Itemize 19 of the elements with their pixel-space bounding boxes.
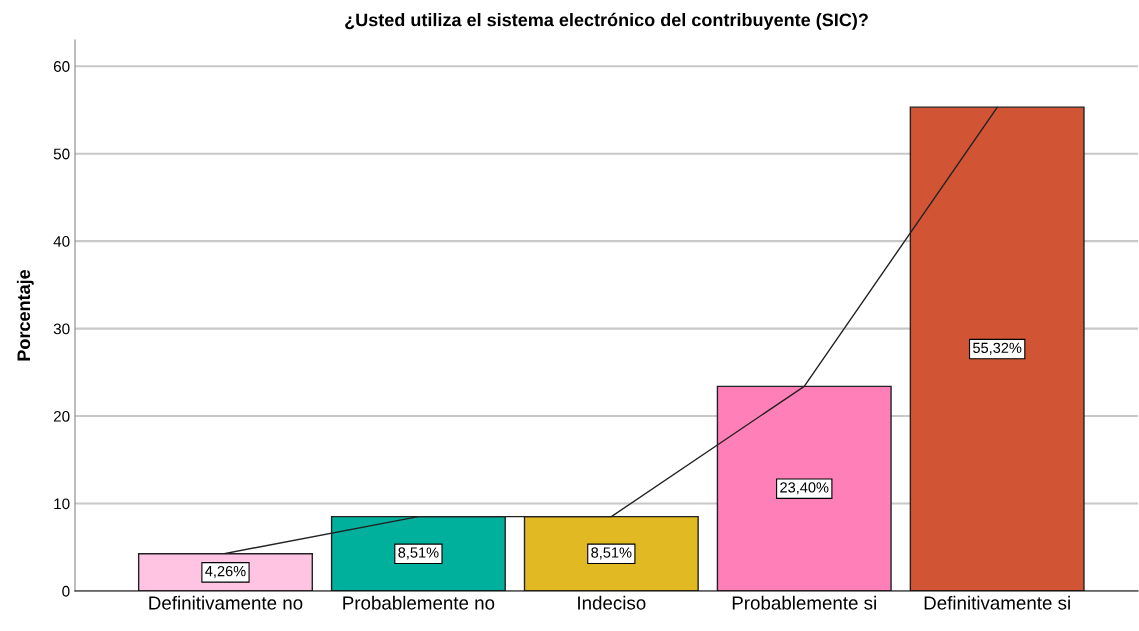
x-tick-label: Indeciso — [578, 595, 646, 610]
data-label: 8,51% — [591, 547, 632, 560]
x-tick-label: Definitivamente no — [149, 595, 303, 610]
x-tick-label: Definitivamente si — [924, 595, 1070, 610]
y-tick-label: 0 — [62, 585, 70, 597]
data-label: 8,51% — [398, 547, 439, 560]
y-tick-label: 60 — [53, 61, 70, 72]
chart-title: ¿Usted utiliza el sistema electrónico del contribuyente (SIC)? — [345, 12, 868, 30]
y-tick-label: 30 — [53, 323, 70, 335]
data-label: 23,40% — [780, 482, 829, 495]
x-tick-label: Probablemente no — [343, 595, 495, 610]
y-axis-title: Porcentaje — [16, 269, 34, 361]
y-tick-label: 20 — [53, 410, 70, 422]
y-tick-label: 40 — [53, 236, 70, 247]
data-label: 55,32% — [973, 342, 1022, 355]
y-tick-label: 10 — [54, 498, 70, 510]
y-tick-label: 50 — [53, 148, 70, 160]
data-label: 4,26% — [205, 565, 246, 579]
x-tick-label: Probablemente si — [732, 595, 876, 610]
